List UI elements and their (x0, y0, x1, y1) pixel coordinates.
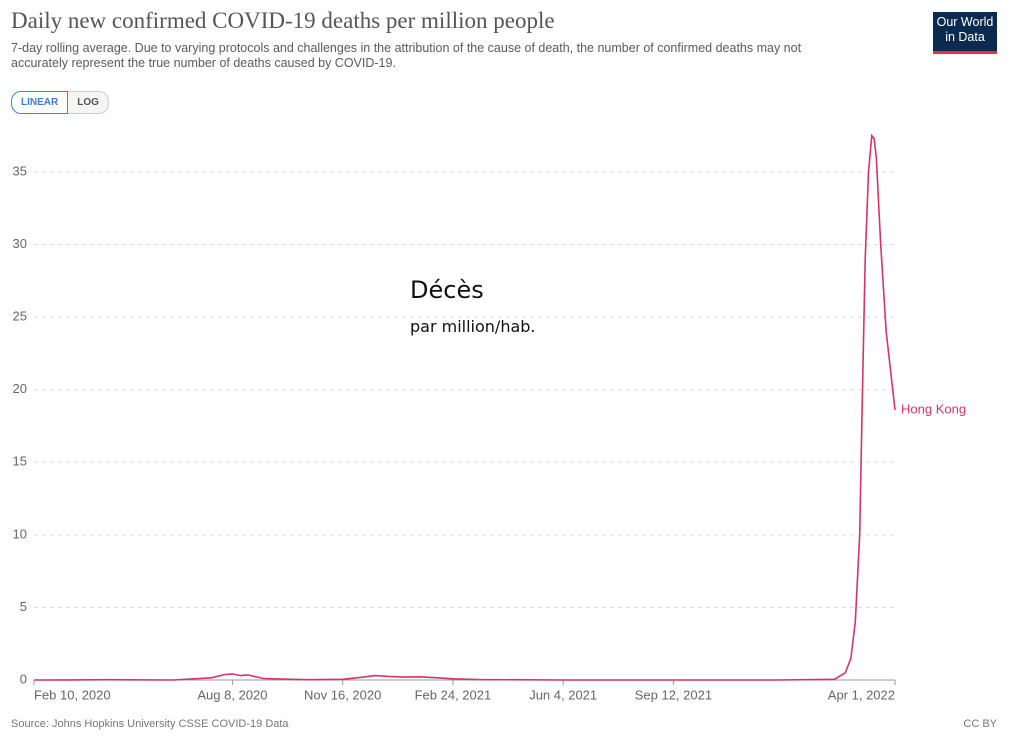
x-tick-label: Feb 24, 2021 (415, 687, 492, 702)
y-tick-label: 5 (20, 599, 27, 614)
scale-toggle: LINEAR LOG (11, 91, 109, 114)
annotation: par million/hab. (410, 317, 536, 336)
series-label: Hong Kong (901, 401, 966, 416)
chart-title: Daily new confirmed COVID-19 deaths per … (11, 8, 555, 33)
y-tick-label: 10 (13, 526, 27, 541)
logo-line: in Data (945, 30, 985, 44)
log-button[interactable]: LOG (68, 91, 109, 114)
logo[interactable]: Our World in Data (933, 12, 997, 54)
y-tick-label: 25 (13, 309, 27, 324)
annotation: Décès (410, 276, 484, 304)
linear-button[interactable]: LINEAR (11, 91, 69, 114)
y-tick-label: 35 (13, 163, 27, 178)
x-tick-label: Jun 4, 2021 (529, 687, 597, 702)
logo-line: Our World (936, 15, 994, 29)
license: CC BY (963, 718, 997, 730)
source: Source: Johns Hopkins University CSSE CO… (11, 718, 289, 730)
y-tick-label: 15 (13, 454, 27, 469)
subtitle-line: 7-day rolling average. Due to varying pr… (11, 41, 802, 55)
subtitle: 7-day rolling average. Due to varying pr… (11, 41, 801, 71)
subtitle-line: accurately represent the true number of … (11, 56, 396, 70)
y-tick-label: 20 (13, 381, 27, 396)
x-tick-label: Feb 10, 2020 (34, 687, 111, 702)
y-tick-label: 0 (20, 671, 27, 686)
y-tick-label: 30 (13, 236, 27, 251)
x-tick-label: Sep 12, 2021 (635, 687, 712, 702)
x-tick-label: Apr 1, 2022 (828, 687, 895, 702)
line (33, 133, 896, 681)
x-tick-label: Nov 16, 2020 (304, 687, 381, 702)
x-tick-label: Aug 8, 2020 (197, 687, 267, 702)
